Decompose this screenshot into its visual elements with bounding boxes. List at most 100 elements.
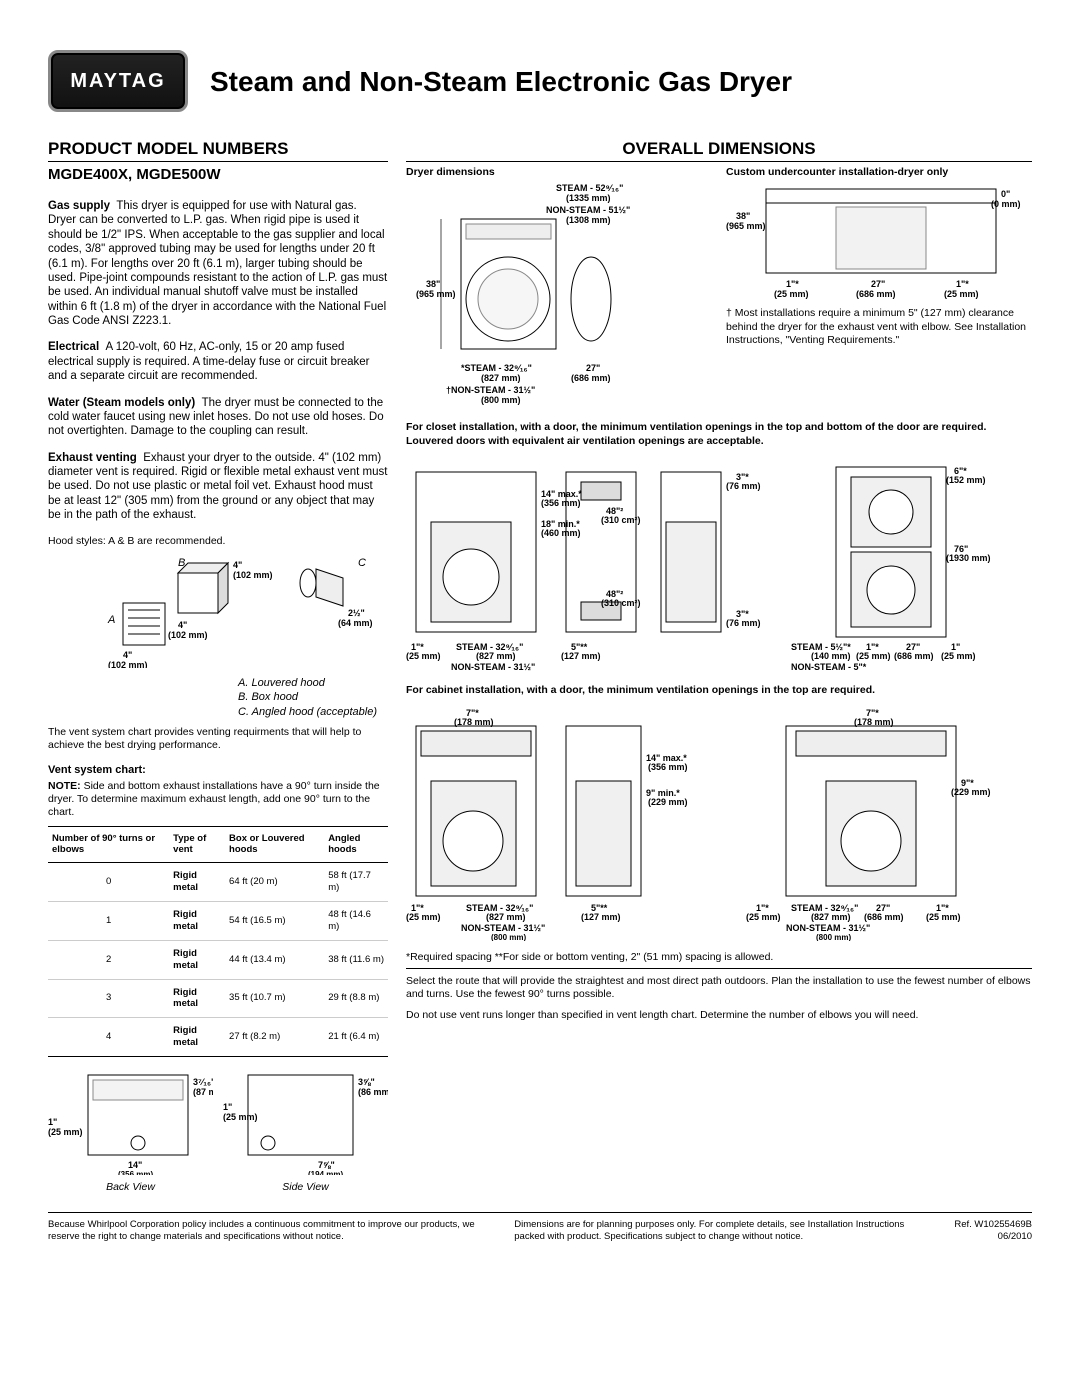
svg-text:(800 mm): (800 mm) — [491, 933, 526, 941]
svg-text:(965 mm): (965 mm) — [416, 289, 456, 299]
cabinet-caption: For cabinet installation, with a door, t… — [406, 684, 1032, 697]
svg-text:(25 mm): (25 mm) — [941, 651, 976, 661]
table-row: 1Rigid metal54 ft (16.5 m)48 ft (14.6 m) — [48, 902, 388, 941]
hood-b-label: B. Box hood — [238, 690, 388, 705]
section-heading-models: PRODUCT MODEL NUMBERS — [48, 138, 388, 162]
svg-text:(686 mm): (686 mm) — [864, 912, 904, 922]
svg-text:(1930 mm): (1930 mm) — [946, 553, 991, 563]
svg-text:(460 mm): (460 mm) — [541, 528, 581, 538]
svg-text:(800 mm): (800 mm) — [816, 933, 851, 941]
svg-text:(686 mm): (686 mm) — [894, 651, 934, 661]
svg-text:(686 mm): (686 mm) — [856, 289, 896, 299]
svg-text:(356 mm): (356 mm) — [648, 762, 688, 772]
svg-text:(25 mm): (25 mm) — [406, 651, 441, 661]
table-row: 4Rigid metal27 ft (8.2 m)21 ft (6.4 m) — [48, 1018, 388, 1057]
vent-system-chart: Number of 90° turns or elbowsType of ven… — [48, 826, 388, 1058]
table-header: Angled hoods — [324, 826, 388, 863]
footer-date: 06/2010 — [954, 1231, 1032, 1243]
closet-install-diagram: 14" max.*(356 mm) 18" min.*(460 mm) 48"²… — [406, 452, 996, 672]
svg-text:38": 38" — [736, 211, 750, 221]
svg-text:14": 14" — [128, 1160, 142, 1170]
svg-text:3⅝": 3⅝" — [358, 1077, 375, 1087]
svg-text:(102 mm): (102 mm) — [108, 660, 148, 668]
svg-text:(140 mm): (140 mm) — [811, 651, 851, 661]
cabinet-install-diagram: 7"*(178 mm) 7"*(178 mm) 14" max.*(356 mm… — [406, 701, 996, 941]
svg-text:(1335 mm): (1335 mm) — [566, 193, 611, 203]
svg-text:C: C — [358, 557, 366, 569]
svg-text:(686 mm): (686 mm) — [571, 373, 611, 383]
svg-text:(827 mm): (827 mm) — [486, 912, 526, 922]
svg-text:NON-STEAM - 31½": NON-STEAM - 31½" — [786, 923, 870, 933]
gas-supply-para: Gas supply Gas supply This dryer is equi… — [48, 199, 388, 328]
side-view-diagram: 1"(25 mm) 3⅝"(86 mm) 7⅝"(194 mm) — [223, 1065, 388, 1175]
svg-text:(965 mm): (965 mm) — [726, 221, 766, 231]
table-header: Type of vent — [169, 826, 225, 863]
svg-text:27": 27" — [586, 363, 600, 373]
svg-text:38": 38" — [426, 279, 440, 289]
route-note-1: Select the route that will provide the s… — [406, 975, 1032, 1001]
svg-text:(25 mm): (25 mm) — [926, 912, 961, 922]
svg-text:(1308 mm): (1308 mm) — [566, 215, 611, 225]
undercounter-diagram: 38"(965 mm) 0"(0 mm) 1"*(25 mm) 27"(686 … — [726, 179, 1026, 299]
svg-text:7⅝": 7⅝" — [318, 1160, 335, 1170]
chart-title: Vent system chart: — [48, 764, 146, 776]
footer-ref: Ref. W10255469B — [954, 1219, 1032, 1231]
exhaust-para: Exhaust venting Exhaust your dryer to th… — [48, 451, 388, 523]
svg-text:3⁷⁄₁₆": 3⁷⁄₁₆" — [193, 1077, 213, 1087]
svg-text:(76 mm): (76 mm) — [726, 481, 761, 491]
svg-text:1": 1" — [223, 1102, 232, 1112]
required-spacing-note: *Required spacing **For side or bottom v… — [406, 951, 1032, 964]
svg-text:(87 mm): (87 mm) — [193, 1087, 213, 1097]
svg-text:(25 mm): (25 mm) — [944, 289, 979, 299]
table-row: 3Rigid metal35 ft (10.7 m)29 ft (8.8 m) — [48, 979, 388, 1018]
side-view-label: Side View — [223, 1181, 388, 1194]
footer-left: Because Whirlpool Corporation policy inc… — [48, 1219, 484, 1243]
svg-text:(310 cm²): (310 cm²) — [601, 598, 641, 608]
svg-text:27": 27" — [871, 279, 885, 289]
svg-text:(102 mm): (102 mm) — [168, 630, 208, 640]
svg-text:(0 mm): (0 mm) — [991, 199, 1021, 209]
svg-text:4": 4" — [123, 650, 132, 660]
svg-text:STEAM - 52⁹⁄₁₆": STEAM - 52⁹⁄₁₆" — [556, 183, 623, 193]
section-heading-dimensions: OVERALL DIMENSIONS — [406, 138, 1032, 162]
svg-text:(25 mm): (25 mm) — [48, 1127, 83, 1137]
svg-text:(25 mm): (25 mm) — [223, 1112, 258, 1122]
svg-text:(178 mm): (178 mm) — [454, 717, 494, 727]
svg-text:2½": 2½" — [348, 608, 365, 618]
custom-install-label: Custom undercounter installation-dryer o… — [726, 166, 1032, 179]
closet-caption: For closet installation, with a door, th… — [406, 421, 1032, 447]
svg-text:(827 mm): (827 mm) — [481, 373, 521, 383]
svg-text:(310 cm²): (310 cm²) — [601, 515, 641, 525]
clearance-note: † Most installations require a minimum 5… — [726, 307, 1032, 346]
back-view-label: Back View — [48, 1181, 213, 1194]
model-numbers: MGDE400X, MGDE500W — [48, 166, 388, 185]
page-title: Steam and Non-Steam Electronic Gas Dryer — [210, 64, 792, 99]
svg-text:(127 mm): (127 mm) — [581, 912, 621, 922]
dryer-dimensions-label: Dryer dimensions — [406, 166, 712, 179]
svg-text:(102 mm): (102 mm) — [233, 570, 273, 580]
svg-text:(86 mm): (86 mm) — [358, 1087, 388, 1097]
svg-text:NON-STEAM - 5"*: NON-STEAM - 5"* — [791, 662, 867, 672]
svg-text:*STEAM - 32⁹⁄₁₆": *STEAM - 32⁹⁄₁₆" — [461, 363, 532, 373]
svg-text:4": 4" — [233, 560, 242, 570]
table-row: 2Rigid metal44 ft (13.4 m)38 ft (11.6 m) — [48, 940, 388, 979]
route-note-2: Do not use vent runs longer than specifi… — [406, 1009, 1032, 1022]
svg-text:(25 mm): (25 mm) — [856, 651, 891, 661]
back-view-diagram: 1"(25 mm) 3⁷⁄₁₆"(87 mm) 14"(356 mm) — [48, 1065, 213, 1175]
svg-text:(178 mm): (178 mm) — [854, 717, 894, 727]
svg-text:(25 mm): (25 mm) — [774, 289, 809, 299]
brand-logo: MAYTAG — [48, 50, 188, 112]
electrical-para: Electrical A 120-volt, 60 Hz, AC-only, 1… — [48, 340, 388, 383]
svg-text:A: A — [107, 614, 115, 626]
table-header: Box or Louvered hoods — [225, 826, 324, 863]
svg-text:1"*: 1"* — [786, 279, 799, 289]
svg-text:(194 mm): (194 mm) — [308, 1170, 343, 1175]
svg-text:NON-STEAM - 31½": NON-STEAM - 31½" — [451, 662, 535, 672]
table-row: 0Rigid metal64 ft (20 m)58 ft (17.7 m) — [48, 863, 388, 902]
hood-recommendation: Hood styles: A & B are recommended. — [48, 535, 388, 548]
svg-text:(152 mm): (152 mm) — [946, 475, 986, 485]
svg-text:(127 mm): (127 mm) — [561, 651, 601, 661]
svg-text:(229 mm): (229 mm) — [648, 797, 688, 807]
hood-a-label: A. Louvered hood — [238, 676, 388, 691]
svg-text:(800 mm): (800 mm) — [481, 395, 521, 405]
